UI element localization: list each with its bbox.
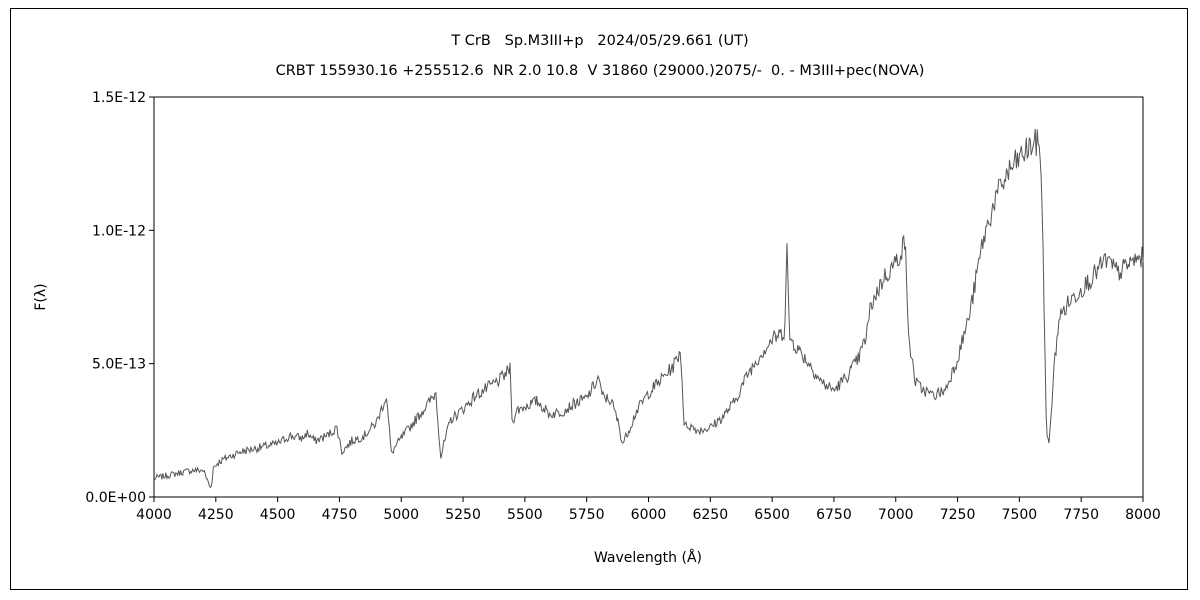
x-tick-label: 4500 bbox=[260, 507, 296, 523]
plot-area bbox=[153, 96, 1144, 498]
spectrum-series-line bbox=[153, 129, 1144, 489]
x-tick-label: 7000 bbox=[878, 507, 914, 523]
x-tick-label: 8000 bbox=[1125, 507, 1161, 523]
x-axis: 4000 4250 4500 4750 5000 5250 5500 5750 6000 6250… bbox=[136, 497, 1161, 523]
x-tick-label: 5250 bbox=[445, 507, 481, 523]
chart-subtitle: CRBT 155930.16 +255512.6 NR 2.0 10.8 V 3… bbox=[276, 63, 925, 79]
x-axis-label: Wavelength (Å) bbox=[594, 549, 702, 566]
y-tick-label: 5.0E-13 bbox=[92, 357, 146, 373]
x-tick-label: 7750 bbox=[1063, 507, 1099, 523]
chart-frame: T CrB Sp.M3III+p 2024/05/29.661 (UT) CRB… bbox=[10, 8, 1188, 590]
x-tick-label: 4250 bbox=[198, 507, 234, 523]
x-tick-label: 5000 bbox=[383, 507, 419, 523]
x-tick-label: 6750 bbox=[816, 507, 852, 523]
y-tick-label: 0.0E+00 bbox=[85, 490, 146, 506]
x-tick-label: 6000 bbox=[631, 507, 667, 523]
y-axis-label: F(λ) bbox=[33, 283, 49, 310]
x-tick-label: 7250 bbox=[940, 507, 976, 523]
x-tick-label: 4000 bbox=[136, 507, 172, 523]
x-tick-label: 7500 bbox=[1002, 507, 1038, 523]
x-tick-label: 5500 bbox=[507, 507, 543, 523]
x-tick-label: 6250 bbox=[692, 507, 728, 523]
spectrum-chart: T CrB Sp.M3III+p 2024/05/29.661 (UT) CRB… bbox=[33, 33, 1161, 566]
chart-title: T CrB Sp.M3III+p 2024/05/29.661 (UT) bbox=[450, 33, 748, 49]
y-tick-label: 1.0E-12 bbox=[92, 223, 146, 239]
x-tick-label: 6500 bbox=[754, 507, 790, 523]
x-tick-label: 5750 bbox=[569, 507, 605, 523]
y-tick-label: 1.5E-12 bbox=[92, 90, 146, 106]
y-axis: 0.0E+00 5.0E-13 1.0E-12 1.5E-12 bbox=[85, 90, 154, 506]
x-tick-label: 4750 bbox=[322, 507, 358, 523]
